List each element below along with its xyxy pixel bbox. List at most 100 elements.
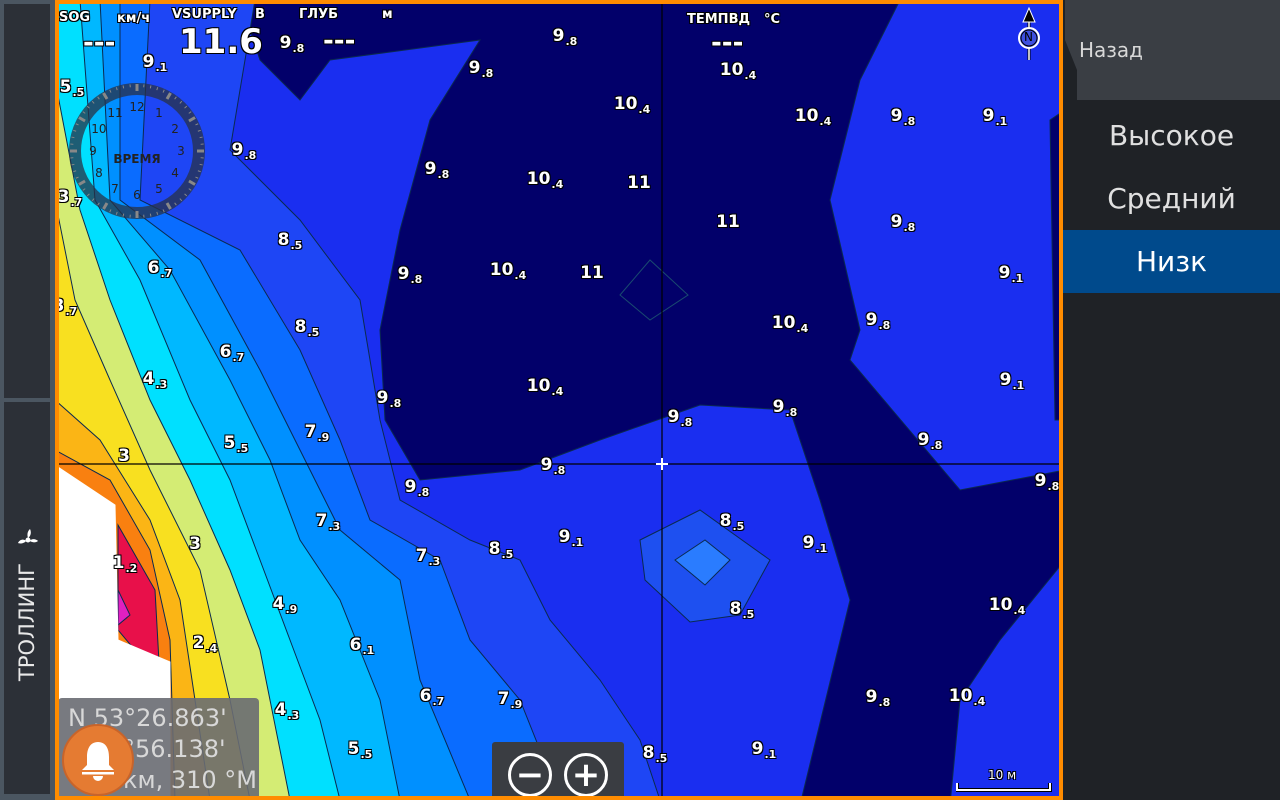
depth-sounding: 8.5 [294,317,320,339]
depth-sounding: 6.7 [419,686,445,708]
depth-sounding: 9.8 [231,140,257,162]
depth-sounding: 9.1 [802,533,828,555]
depth-sounding: 7.3 [415,546,441,568]
depth-sounding: 9.8 [376,388,402,410]
trolling-label: ТРОЛЛИНГ [15,563,39,681]
depth-sounding: 7.3 [315,511,341,533]
depth-sounding: 10.4 [771,313,809,335]
depth-sounding: 9.8 [890,106,916,128]
clock-label: ВРЕМЯ [113,152,161,166]
cursor-icon [656,458,668,470]
depth-sounding: 9.8 [890,212,916,234]
deep-zone [240,4,1059,796]
back-button[interactable]: Назад [1065,0,1280,100]
north-arrow-icon [1018,6,1040,60]
depth-sounding: 9.8 [397,264,423,286]
depth-sounding: 10.4 [613,94,651,116]
depth-sounding: 2.4 [192,633,218,655]
clock-hour: 12 [129,100,145,114]
zoom-controls: − + [492,742,624,796]
sidebar-top-panel[interactable] [4,4,50,398]
depth-sounding: 9.8 [865,687,891,709]
vsupply-label: VSUPPLY [172,7,237,22]
scale-label: 10 м [988,768,1017,782]
depth-sounding: 10.4 [719,60,757,82]
option-low[interactable]: Низк [1063,230,1280,293]
depth-sounding: 9.8 [468,58,494,80]
depth-sounding: 9.1 [751,739,777,761]
depth-sounding: 6.7 [219,342,245,364]
depth-sounding: 5.5 [223,433,249,455]
sog-label: SOG [59,10,91,25]
depth-sounding: 7.9 [497,689,523,711]
depth-sounding: 3 [118,446,130,466]
option-high[interactable]: Высокое [1108,119,1235,152]
right-menu: Назад Высокое Средний Низк [1063,0,1280,800]
depth-contour-map [59,4,1059,796]
clock-hour: 3 [177,144,185,158]
depth-sounding: 11 [627,173,651,193]
depth-sounding: 3 [189,534,201,554]
depth-sounding: 8.5 [488,539,514,561]
depth-sounding: 10.4 [988,595,1026,617]
clock-hour: 8 [95,166,103,180]
depth-sounding: 4.3 [142,369,168,391]
water-temp-label: ТЕМПВД [687,12,751,27]
propeller-icon [16,528,40,556]
depth-sounding: 9.8 [552,26,578,48]
north-indicator[interactable]: N [1017,6,1041,62]
clock-hour: 2 [171,122,179,136]
depth-sounding: 5.5 [347,739,373,761]
vsupply-unit: В [255,7,265,22]
scale-bar: 10 м [956,768,1052,793]
depth-sounding: 3.7 [59,296,78,318]
depth-sounding: 4.3 [274,700,300,722]
depth-sounding: 9.1 [982,106,1008,128]
depth-sounding: 10.4 [489,260,527,282]
water-temp-value: --- [711,28,744,58]
depth-sounding: 9.8 [404,477,430,499]
depth-sounding: 10.4 [794,106,832,128]
depth-sounding: 11 [580,263,604,283]
zoom-in-button[interactable]: + [564,753,608,796]
chart-map[interactable]: 9.1 5.5 9.8 3.7 8.5 6.7 3.7 8.5 6.7 4.3 9.8 7.9 5.5 3… [55,0,1063,800]
shoal-peak [674,539,731,586]
depth-value: --- [323,26,356,56]
clock-hour: 4 [171,166,179,180]
depth-sounding: 9.8 [540,455,566,477]
depth-sounding: 1.2 [112,553,138,575]
clock-hour: 6 [133,188,141,202]
depth-sounding: 9.8 [917,430,943,452]
depth-sounding: 6.7 [147,258,173,280]
clock-widget: 12 1 2 3 4 5 6 7 8 9 10 11 ВРЕМЯ [64,78,210,224]
longitude: °56.138' [123,735,226,763]
depth-sounding: 8.5 [277,230,303,252]
trolling-mode-button[interactable]: ТРОЛЛИНГ [4,402,50,794]
depth-sounding: 9.8 [667,407,693,429]
depth-sounding: 9.8 [424,159,450,181]
clock-hour: 5 [155,182,163,197]
depth-sounding: 3.7 [57,187,83,209]
option-medium[interactable]: Средний [1107,182,1236,215]
depth-sounding: 10.4 [948,686,986,708]
depth-sounding: 9.1 [999,370,1025,392]
depth-sounding: 9.8 [772,397,798,419]
depth-sounding: 7.9 [304,422,330,444]
depth-sounding: 8.5 [719,511,745,533]
vsupply-value: 11.6 [179,22,263,62]
depth-sounding: 8.5 [642,743,668,765]
deep-peak [619,259,689,321]
sog-value: --- [83,28,116,58]
bell-icon [82,742,114,781]
deep-zone-east [1049,113,1059,421]
depth-sounding: 4.9 [272,594,298,616]
clock-hour: 10 [91,122,107,136]
depth-sounding: 9.8 [279,33,305,55]
clock-hour: 11 [107,105,123,120]
depth-label: ГЛУБ [299,7,339,22]
clock-hour: 7 [111,182,119,197]
zoom-out-button[interactable]: − [508,753,552,796]
alarm-button[interactable] [62,724,134,796]
depth-unit: м [382,7,393,22]
depth-sounding: 9.1 [998,263,1024,285]
